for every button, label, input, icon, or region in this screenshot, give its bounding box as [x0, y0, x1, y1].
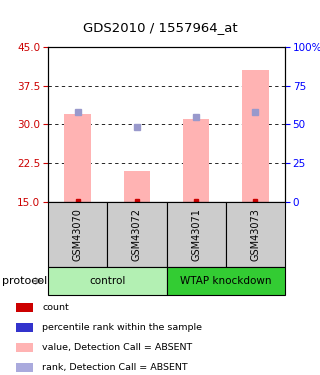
Bar [226, 202, 285, 267]
Text: GSM43073: GSM43073 [250, 208, 260, 261]
Bar [16, 343, 33, 352]
Bar [242, 70, 269, 202]
Text: control: control [89, 276, 125, 286]
Bar [124, 171, 150, 202]
Text: percentile rank within the sample: percentile rank within the sample [43, 323, 203, 332]
Text: WTAP knockdown: WTAP knockdown [180, 276, 271, 286]
Text: GSM43072: GSM43072 [132, 208, 142, 261]
Bar [166, 202, 226, 267]
Bar [16, 303, 33, 312]
Bar [16, 363, 33, 372]
Bar [166, 267, 285, 295]
Bar [183, 119, 210, 202]
Bar [48, 267, 166, 295]
Text: value, Detection Call = ABSENT: value, Detection Call = ABSENT [43, 343, 193, 352]
Bar [64, 114, 91, 202]
Bar [48, 202, 107, 267]
Text: rank, Detection Call = ABSENT: rank, Detection Call = ABSENT [43, 363, 188, 372]
Bar [107, 202, 166, 267]
Text: GDS2010 / 1557964_at: GDS2010 / 1557964_at [83, 21, 237, 34]
Text: GSM43070: GSM43070 [73, 208, 83, 261]
Text: protocol: protocol [2, 276, 47, 286]
Text: GSM43071: GSM43071 [191, 208, 201, 261]
Text: count: count [43, 303, 69, 312]
Bar [16, 322, 33, 332]
